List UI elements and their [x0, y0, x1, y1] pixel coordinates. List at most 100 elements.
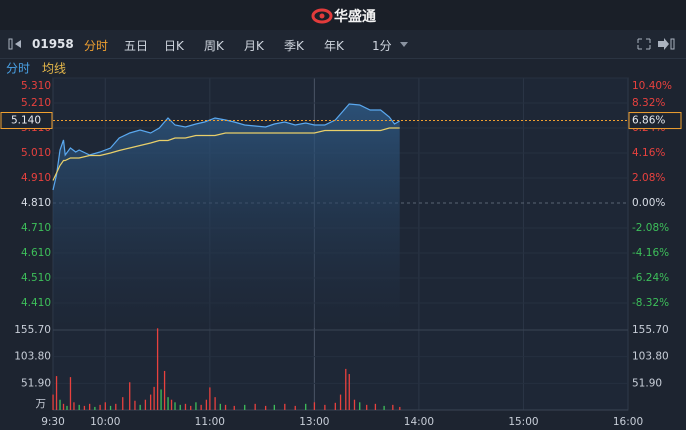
- volume-bar: [88, 403, 91, 410]
- volume-bar: [59, 399, 61, 410]
- period-tab[interactable]: 1分: [372, 39, 392, 53]
- volume-bar: [254, 403, 256, 410]
- y2-tick-label: -4.16%: [632, 247, 669, 259]
- volume-bar: [139, 404, 141, 410]
- x-tick-label: 10:00: [90, 416, 120, 428]
- x-tick-label: 15:00: [508, 416, 538, 428]
- volume-bar: [129, 382, 131, 410]
- volume-bar: [353, 399, 356, 410]
- collapse-icon[interactable]: [6, 30, 26, 58]
- volume-bar: [83, 405, 86, 410]
- volume-bar: [359, 402, 361, 410]
- volume-bar: [214, 397, 216, 410]
- volume-bar: [149, 394, 152, 410]
- volume-bar: [219, 403, 221, 410]
- period-tab[interactable]: 分时: [84, 39, 109, 53]
- volume-bar: [170, 399, 173, 410]
- volume-bar: [209, 387, 211, 410]
- volume-bar: [313, 402, 316, 410]
- volume-bar: [99, 404, 101, 410]
- legend-entry: 均线: [42, 62, 66, 76]
- vol-unit: 万: [36, 398, 47, 410]
- volume-bar: [94, 406, 96, 410]
- y2-tick-label: 8.32%: [632, 97, 665, 109]
- x-tick-label: 14:00: [404, 416, 434, 428]
- volume-bar: [109, 405, 112, 410]
- y-tick-label: 4.710: [21, 222, 51, 234]
- y-tick-label: 5.310: [21, 80, 51, 92]
- volume-bar: [233, 405, 235, 410]
- volume-bar: [305, 403, 307, 410]
- volume-bar: [144, 399, 147, 410]
- y-tick-label: 4.410: [21, 297, 51, 309]
- vol-tick-label: 103.80: [632, 351, 669, 363]
- y2-tick-label: 4.16%: [632, 147, 665, 159]
- volume-bar: [122, 397, 124, 410]
- period-tab[interactable]: 月K: [244, 39, 264, 53]
- header: 华盛通: [0, 0, 686, 30]
- volume-bar: [345, 368, 347, 410]
- y-tick-label: 4.910: [21, 172, 51, 184]
- volume-bar: [153, 386, 155, 410]
- volume-bar: [334, 402, 336, 410]
- volume-bar: [264, 405, 267, 410]
- volume-bar: [115, 403, 117, 410]
- period-tab[interactable]: 季K: [284, 39, 304, 53]
- volume-bar: [339, 394, 342, 410]
- y-tick-label: 4.510: [21, 272, 51, 284]
- volume-bar: [374, 403, 377, 410]
- vol-tick-label: 51.90: [21, 377, 51, 389]
- stock-code: 01958: [32, 37, 74, 51]
- last-pct-box: [628, 112, 682, 130]
- y-tick-label: 5.210: [21, 97, 51, 109]
- volume-bar: [134, 400, 136, 410]
- vol-tick-label: 51.90: [632, 377, 662, 389]
- volume-bar: [184, 403, 187, 410]
- volume-bar: [69, 377, 72, 410]
- dropdown-arrow: [400, 42, 408, 47]
- volume-bar: [284, 403, 286, 410]
- window-icons[interactable]: [632, 30, 682, 58]
- volume-bar: [366, 404, 368, 410]
- volume-bar: [348, 374, 350, 410]
- y2-tick-label: -8.32%: [632, 297, 669, 309]
- x-tick-label: 13:00: [299, 416, 329, 428]
- volume-bar: [73, 402, 75, 410]
- y-tick-label: 4.610: [21, 247, 51, 259]
- period-tab[interactable]: 年K: [324, 39, 344, 53]
- volume-bar: [55, 376, 58, 410]
- volume-bar: [62, 403, 65, 410]
- y-tick-label: 5.010: [21, 147, 51, 159]
- volume-bar: [399, 406, 401, 410]
- y2-tick-label: 0.00%: [632, 197, 665, 209]
- vol-tick-label: 103.80: [14, 351, 51, 363]
- last-price-box: [0, 112, 53, 129]
- volume-bar: [52, 394, 54, 410]
- volume-bar: [163, 370, 166, 410]
- x-tick-label: 16:00: [613, 416, 643, 428]
- volume-bar: [205, 399, 208, 410]
- volume-bar: [383, 405, 385, 410]
- price-line: [52, 127, 400, 181]
- y2-tick-label: -2.08%: [632, 222, 669, 234]
- volume-bar: [294, 405, 296, 410]
- volume-bar: [392, 404, 394, 410]
- last-price-label: 5.140: [11, 115, 41, 127]
- period-tab[interactable]: 周K: [204, 39, 224, 53]
- brand: 华盛通: [334, 9, 376, 25]
- vol-tick-label: 155.70: [14, 324, 51, 336]
- vol-tick-label: 155.70: [632, 324, 669, 336]
- period-tab[interactable]: 五日: [124, 39, 149, 53]
- y-tick-label: 4.810: [21, 197, 51, 209]
- x-tick-label: 11:00: [195, 416, 225, 428]
- y2-tick-label: 10.40%: [632, 80, 672, 92]
- volume-bar: [156, 328, 159, 410]
- volume-bar: [200, 404, 202, 410]
- legend-entry: 分时: [6, 62, 30, 76]
- x-tick-label: 9:30: [41, 416, 65, 428]
- volume-bar: [78, 404, 80, 410]
- last-pct-label: 6.86%: [632, 115, 665, 127]
- period-tab[interactable]: 日K: [164, 39, 184, 53]
